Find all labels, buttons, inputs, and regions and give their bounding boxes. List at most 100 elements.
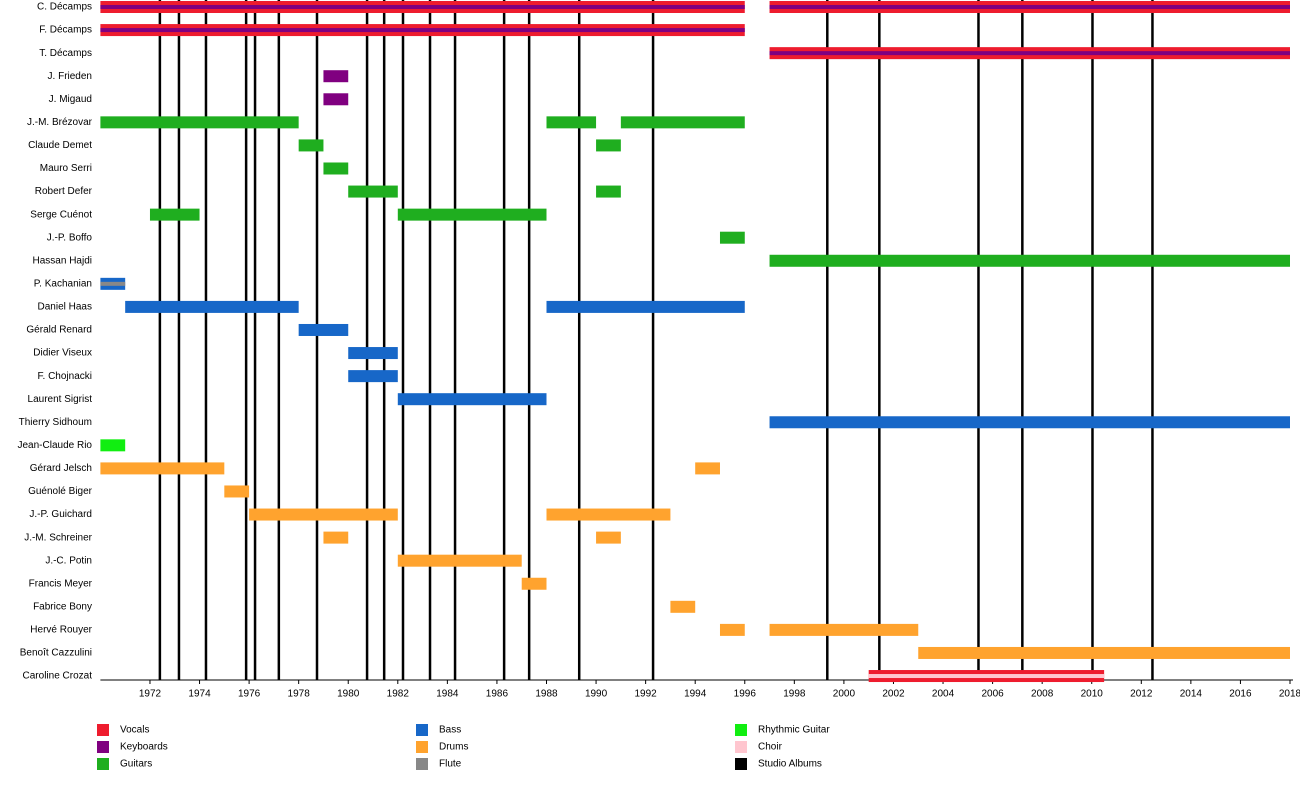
period-bar [149,208,200,221]
x-tick-label: 1984 [436,689,459,700]
x-tick-label: 1976 [238,689,261,700]
x-tick-label: 2006 [981,689,1004,700]
member-label: J.-M. Brézovar [27,117,93,128]
member-label: Caroline Crozat [23,671,93,682]
period-bar [620,116,745,129]
member-label: T. Décamps [39,48,92,59]
x-tick-label: 2014 [1180,689,1203,700]
member-label: Claude Demet [28,140,92,151]
member-label: J.-P. Guichard [29,509,92,520]
period-bar [348,185,398,198]
period-bar [769,254,1290,267]
period-bar [125,300,299,313]
member-label: Robert Defer [35,186,93,197]
member-label: J.-P. Boffo [47,232,93,243]
legend-label: Vocals [120,725,149,736]
member-label: Serge Cuénot [30,209,92,220]
legend-label: Flute [439,759,462,770]
period-bar [719,623,745,636]
x-tick-label: 1982 [387,689,410,700]
member-label: Gérald Renard [26,325,92,336]
x-tick-label: 2002 [882,689,905,700]
x-tick-label: 1996 [734,689,757,700]
period-bar [397,208,547,221]
member-label: Gérard Jelsch [30,463,92,474]
x-tick-label: 1988 [535,689,558,700]
legend-swatch [416,724,428,736]
member-label: Guénolé Biger [28,486,93,497]
period-bar [546,300,745,313]
member-label: Francis Meyer [29,578,93,589]
x-tick-label: 1978 [288,689,311,700]
period-bar [224,485,250,498]
member-label: J.-C. Potin [45,555,92,566]
x-tick-label: 2012 [1130,689,1153,700]
member-label: F. Chojnacki [38,371,92,382]
x-tick-label: 2000 [833,689,856,700]
legend-label: Bass [439,725,461,736]
period-bar [323,531,349,544]
legend-swatch [735,758,747,770]
member-label: Hassan Hajdi [33,255,92,266]
x-tick-label: 1990 [585,689,608,700]
period-bar [868,674,1105,679]
period-bar [348,347,398,360]
period-bar [323,70,349,83]
member-label: Fabrice Bony [33,601,92,612]
period-bar [348,370,398,383]
x-tick-label: 1992 [635,689,658,700]
legend-swatch [97,724,109,736]
period-bar [323,162,349,175]
period-bar [100,462,225,475]
member-label: Laurent Sigrist [28,394,93,405]
legend-swatch [416,758,428,770]
member-label: P. Kachanian [34,278,92,289]
x-tick-label: 2008 [1031,689,1054,700]
period-bar [769,623,919,636]
period-bar [719,231,745,244]
period-bar [596,531,621,544]
legend-swatch [735,724,747,736]
member-label: Mauro Serri [40,163,92,174]
member-label: Didier Viseux [33,348,92,359]
x-tick-label: 1974 [188,689,211,700]
period-bar [100,5,745,9]
member-label: Hervé Rouyer [30,625,92,636]
period-bar [596,185,621,198]
period-bar [323,93,349,106]
member-label: Jean-Claude Rio [18,440,93,451]
legend-swatch [735,741,747,753]
x-tick-label: 1998 [783,689,806,700]
x-tick-label: 1994 [684,689,707,700]
legend-label: Guitars [120,759,152,770]
period-bar [596,139,621,152]
period-bar [918,646,1290,659]
legend-swatch [97,741,109,753]
period-bar [769,51,1290,56]
period-bar [397,554,522,567]
period-bar [695,462,720,475]
period-bar [100,28,745,33]
period-bar [521,577,547,590]
period-bar [397,393,547,406]
x-tick-label: 1980 [337,689,360,700]
period-bar [249,508,398,521]
x-tick-label: 1972 [139,689,162,700]
member-label: Benoît Cazzulini [20,648,92,659]
member-label: J. Migaud [49,94,92,105]
period-bar [100,116,299,129]
period-bar [670,600,696,613]
legend-label: Rhythmic Guitar [758,725,830,736]
legend-label: Keyboards [120,742,168,753]
member-label: Daniel Haas [38,302,92,313]
member-label: Thierry Sidhoum [19,417,92,428]
member-label: J. Frieden [48,71,92,82]
member-label: J.-M. Schreiner [24,532,92,543]
x-tick-label: 1986 [486,689,509,700]
legend-label: Studio Albums [758,759,822,770]
x-tick-label: 2010 [1081,689,1104,700]
period-bar [100,281,126,286]
legend-label: Drums [439,742,468,753]
period-bar [100,439,126,452]
